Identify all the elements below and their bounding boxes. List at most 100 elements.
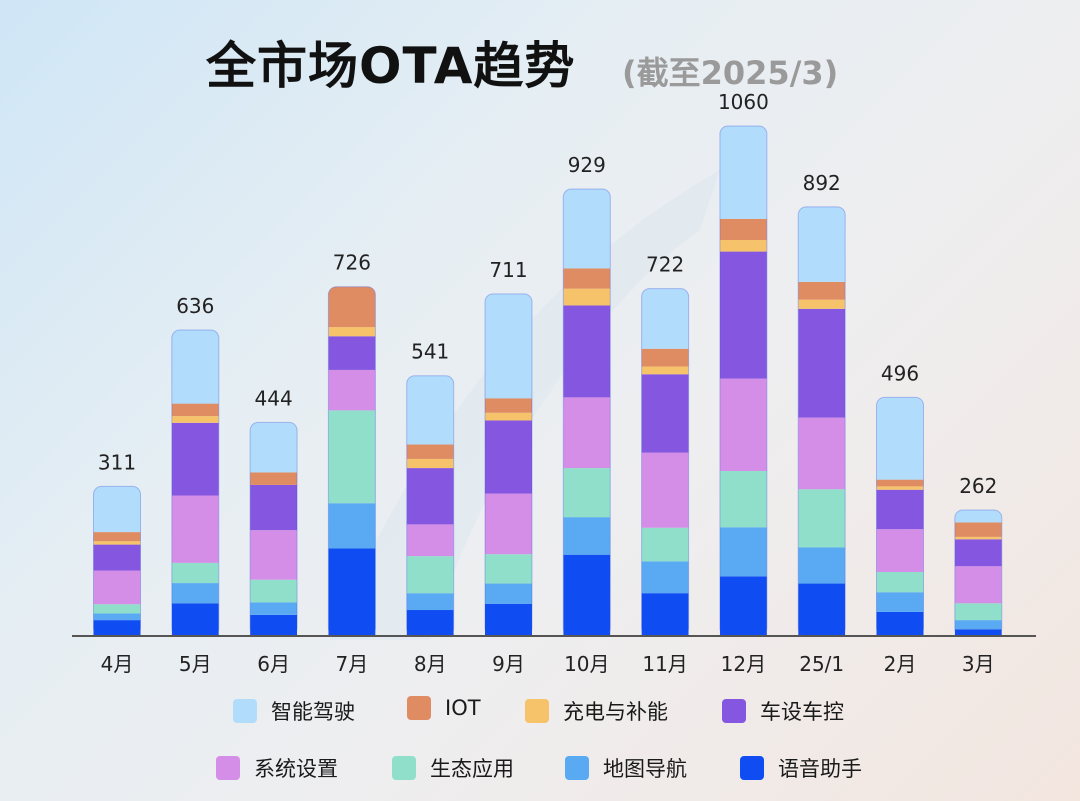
bar-segment xyxy=(641,374,689,453)
legend-label: IOT xyxy=(445,696,481,720)
bar-segment xyxy=(406,444,454,459)
bar-stack-25/1 xyxy=(798,206,846,636)
bar-segment xyxy=(93,541,141,545)
data-label: 892 xyxy=(803,171,841,195)
bar-segment xyxy=(171,603,219,636)
data-label: 496 xyxy=(881,361,919,385)
bar-segment xyxy=(171,495,219,563)
x-tick-label: 2月 xyxy=(884,652,917,676)
bar-segment xyxy=(719,251,767,379)
x-tick-label: 12月 xyxy=(721,652,766,676)
bar-segment xyxy=(93,604,141,614)
bar-segment xyxy=(328,410,376,504)
bar-stack-6月 xyxy=(250,422,298,636)
bar-segment xyxy=(641,452,689,528)
bar-segment xyxy=(485,398,532,413)
bar-segment xyxy=(250,579,298,603)
bar-segment xyxy=(719,470,767,528)
legend-item: 车设车控 xyxy=(722,696,844,726)
bar-segment xyxy=(954,509,1002,523)
legend-label: 生态应用 xyxy=(430,757,514,781)
bar-segment xyxy=(719,240,767,252)
bar-segment xyxy=(328,548,376,636)
bar-stack-8月 xyxy=(406,375,454,636)
bar-segment xyxy=(798,417,846,490)
bar-segment xyxy=(641,288,689,349)
bar-segment xyxy=(876,592,924,612)
bar-segment xyxy=(93,613,141,621)
bar-segment xyxy=(406,375,454,445)
bar-segment xyxy=(563,517,611,555)
bar-segment xyxy=(798,547,846,584)
bar-segment xyxy=(641,527,689,562)
bar-segment xyxy=(798,489,846,548)
bar-segment xyxy=(719,576,767,636)
bar-segment xyxy=(328,327,376,337)
legend-row-1: 智能驾驶 IOT 充电与补能 车设车控 xyxy=(0,696,1080,736)
data-label: 1060 xyxy=(718,90,769,114)
bar-segment xyxy=(719,378,767,471)
bar-segment xyxy=(563,554,611,636)
bar-segment xyxy=(798,583,846,636)
bar-segment xyxy=(250,472,298,485)
bar-stack-2月 xyxy=(876,397,924,636)
bar-segment xyxy=(563,189,611,269)
bar-stack-7月 xyxy=(328,286,376,636)
bar-segment xyxy=(876,529,924,573)
bar-stack-4月 xyxy=(93,486,141,636)
bar-segment xyxy=(250,614,298,636)
legend-item: 地图导航 xyxy=(565,753,687,783)
legend-item: 语音助手 xyxy=(740,753,862,783)
bar-segment xyxy=(171,330,219,404)
x-tick-label: 8月 xyxy=(414,652,447,676)
bar-segment xyxy=(485,554,532,584)
x-tick-label: 4月 xyxy=(101,652,134,676)
bar-segment xyxy=(250,422,298,473)
bar-segment xyxy=(954,566,1002,604)
bar-segment xyxy=(954,539,1002,567)
x-tick-label: 6月 xyxy=(257,652,290,676)
bar-segment xyxy=(798,206,846,282)
legend-swatch xyxy=(407,696,431,720)
bar-segment xyxy=(798,281,846,300)
bar-segment xyxy=(328,503,376,549)
legend-row-2: 系统设置 生态应用 地图导航 语音助手 xyxy=(0,753,1080,793)
legend-label: 充电与补能 xyxy=(563,700,668,724)
bar-stack-11月 xyxy=(641,288,689,636)
legend-swatch xyxy=(740,756,764,780)
bar-segment xyxy=(876,479,924,487)
bar-stack-12月 xyxy=(719,126,767,636)
bar-segment xyxy=(171,562,219,584)
legend-swatch xyxy=(565,756,589,780)
bar-segment xyxy=(954,629,1002,636)
bar-segment xyxy=(250,530,298,580)
bar-segment xyxy=(171,403,219,417)
bar-segment xyxy=(563,397,611,469)
bar-segment xyxy=(876,572,924,593)
x-tick-label: 3月 xyxy=(962,652,995,676)
legend-swatch xyxy=(216,756,240,780)
bar-segment xyxy=(485,583,532,604)
legend-label: 地图导航 xyxy=(603,757,687,781)
bar-segment xyxy=(563,288,611,306)
bar-segment xyxy=(798,299,846,309)
bar-segment xyxy=(328,369,376,411)
chart-title: 全市场OTA趋势 xyxy=(206,37,576,95)
data-label: 722 xyxy=(646,253,684,277)
bar-segment xyxy=(406,610,454,636)
bar-segment xyxy=(250,484,298,531)
bar-segment xyxy=(798,308,846,418)
legend-label: 智能驾驶 xyxy=(271,700,355,724)
bar-segment xyxy=(485,420,532,494)
bar-segment xyxy=(563,305,611,398)
legend-swatch xyxy=(525,699,549,723)
bar-segment xyxy=(328,336,376,370)
data-label: 262 xyxy=(959,474,997,498)
legend-label: 车设车控 xyxy=(760,700,844,724)
bar-segment xyxy=(719,527,767,577)
bar-segment xyxy=(93,486,141,533)
bar-segment xyxy=(954,536,1002,540)
legend-swatch xyxy=(722,699,746,723)
bar-segment xyxy=(171,422,219,496)
